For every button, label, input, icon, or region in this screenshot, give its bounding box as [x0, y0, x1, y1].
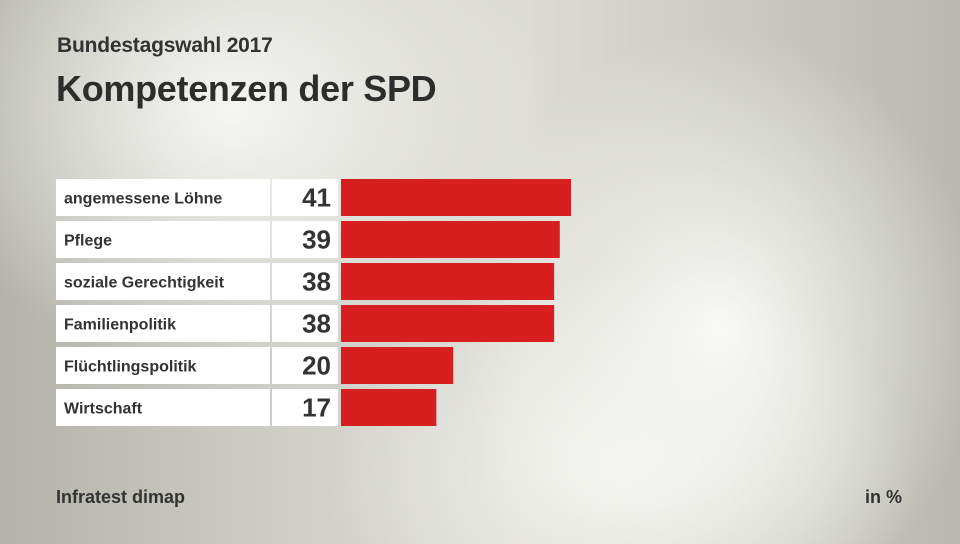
value-label-bg — [272, 389, 338, 426]
category-label: Familienpolitik — [64, 317, 176, 334]
value-label-bg — [272, 221, 338, 258]
value-label: 38 — [302, 267, 331, 297]
bar-2 — [341, 221, 560, 258]
category-label-bg — [56, 389, 270, 426]
category-label: soziale Gerechtigkeit — [64, 275, 225, 292]
category-label-bg — [56, 221, 270, 258]
chart-subtitle: Bundestagswahl 2017 — [57, 34, 273, 57]
category-label-bg — [56, 347, 270, 384]
unit-label: in % — [864, 487, 902, 507]
bar-5 — [341, 347, 454, 384]
value-label-bg — [272, 263, 338, 300]
category-label: Flüchtlingspolitik — [64, 359, 197, 376]
category-label-bg — [56, 305, 270, 342]
source-label: Infratest dimap — [56, 487, 186, 507]
bar-1 — [341, 179, 571, 216]
category-label-bg — [56, 179, 270, 216]
value-label: 41 — [302, 183, 331, 213]
bar-4 — [341, 305, 555, 342]
value-label: 17 — [302, 393, 331, 423]
category-label: Pflege — [64, 233, 112, 250]
value-label-bg — [272, 305, 338, 342]
chart-title: Kompetenzen der SPD — [56, 68, 437, 109]
category-label-bg — [56, 263, 270, 300]
value-label-bg — [272, 179, 338, 216]
value-label-bg — [272, 347, 338, 384]
value-label: 39 — [302, 225, 331, 255]
bar-6 — [341, 389, 437, 426]
value-label: 38 — [302, 309, 331, 339]
category-label: Wirtschaft — [64, 401, 143, 418]
value-label: 20 — [302, 351, 331, 381]
bar-3 — [341, 263, 555, 300]
category-label: angemessene Löhne — [64, 191, 222, 208]
